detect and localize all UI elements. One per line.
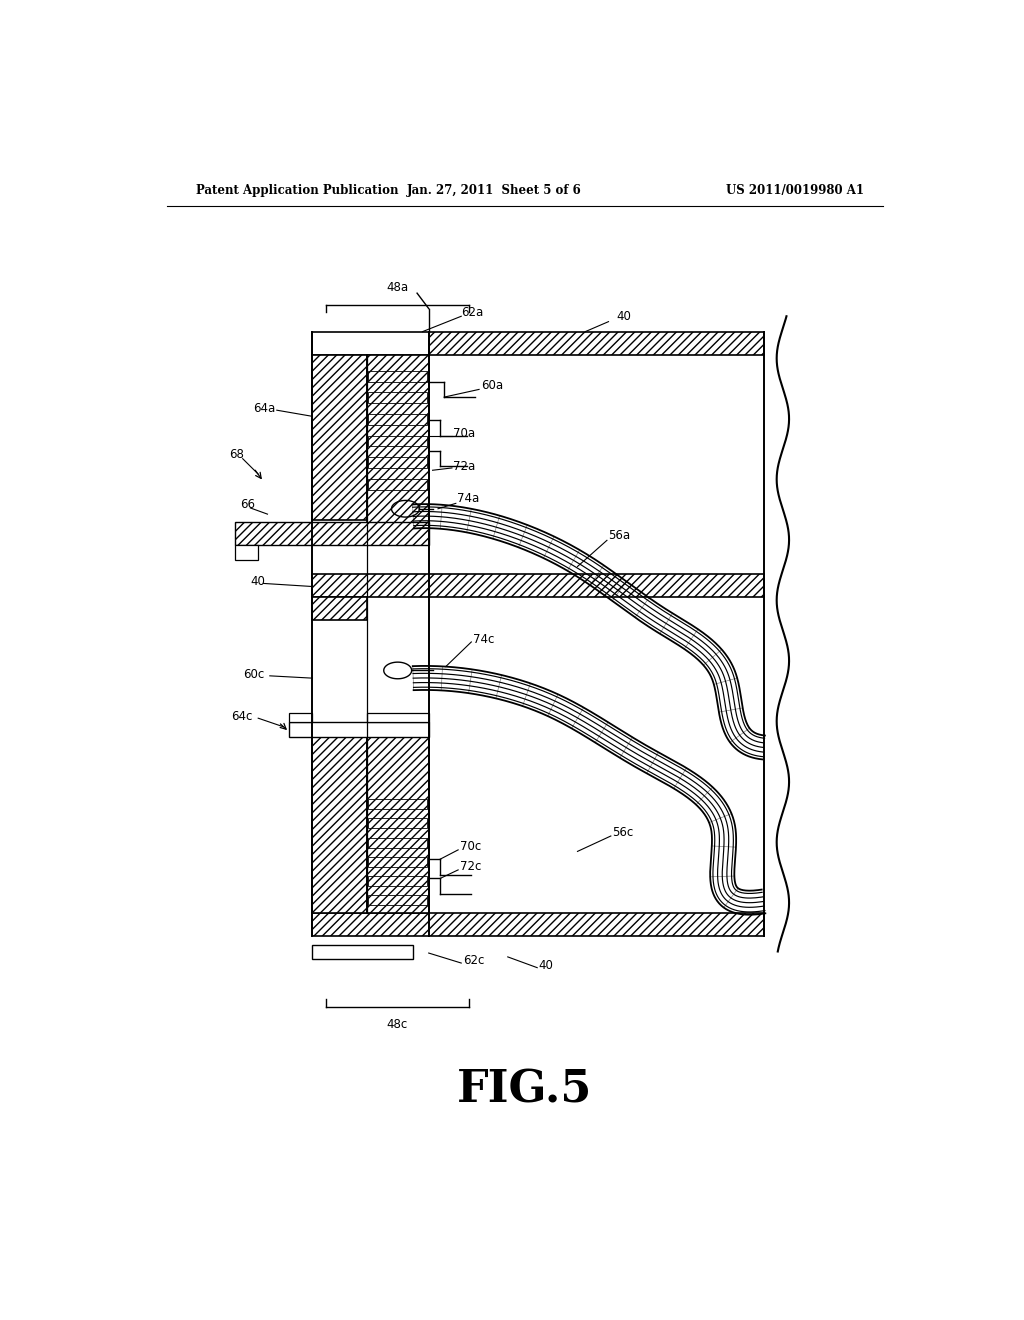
Text: 56a: 56a <box>608 529 631 543</box>
Text: 40: 40 <box>251 576 265 589</box>
Text: FIG.5: FIG.5 <box>457 1069 593 1111</box>
Bar <box>369 436 427 446</box>
Bar <box>369 818 427 829</box>
Bar <box>367 713 429 722</box>
Text: 64c: 64c <box>231 710 253 723</box>
Text: 68: 68 <box>228 449 244 462</box>
Text: US 2011/0019980 A1: US 2011/0019980 A1 <box>726 185 864 197</box>
Text: 70c: 70c <box>460 841 481 853</box>
Bar <box>312 945 414 960</box>
Bar <box>369 414 427 425</box>
Bar <box>369 392 427 404</box>
Text: Patent Application Publication: Patent Application Publication <box>197 185 398 197</box>
Bar <box>369 457 427 469</box>
Text: 60c: 60c <box>243 668 264 681</box>
Bar <box>312 913 764 936</box>
Bar <box>369 799 427 809</box>
Text: 74a: 74a <box>458 492 479 506</box>
Bar <box>367 355 429 540</box>
Text: 48c: 48c <box>387 1018 408 1031</box>
Bar <box>312 737 367 913</box>
Bar <box>369 876 427 886</box>
Text: 48a: 48a <box>386 281 409 294</box>
Bar <box>369 838 427 847</box>
Text: 40: 40 <box>539 958 554 972</box>
Text: 62a: 62a <box>461 306 483 319</box>
Text: 40: 40 <box>616 310 631 323</box>
Text: 56c: 56c <box>612 825 634 838</box>
Text: 72a: 72a <box>454 459 476 473</box>
Bar <box>369 895 427 906</box>
Bar <box>369 479 427 490</box>
Bar <box>369 857 427 867</box>
Text: 64a: 64a <box>254 403 275 416</box>
Text: 62c: 62c <box>463 954 484 968</box>
Bar <box>429 331 764 355</box>
Bar <box>312 597 367 620</box>
Text: 66: 66 <box>241 499 255 511</box>
Text: 70a: 70a <box>454 426 475 440</box>
Bar <box>289 713 312 722</box>
Bar <box>234 521 429 545</box>
Text: 60a: 60a <box>480 379 503 392</box>
Bar <box>289 722 429 738</box>
Bar <box>234 545 258 561</box>
Bar <box>312 355 367 520</box>
Bar <box>369 371 427 381</box>
Bar <box>312 331 429 355</box>
Text: Jan. 27, 2011  Sheet 5 of 6: Jan. 27, 2011 Sheet 5 of 6 <box>407 185 582 197</box>
Text: 72c: 72c <box>460 861 481 874</box>
Text: 74c: 74c <box>473 634 495 647</box>
Bar <box>312 574 764 598</box>
Bar <box>367 737 429 913</box>
